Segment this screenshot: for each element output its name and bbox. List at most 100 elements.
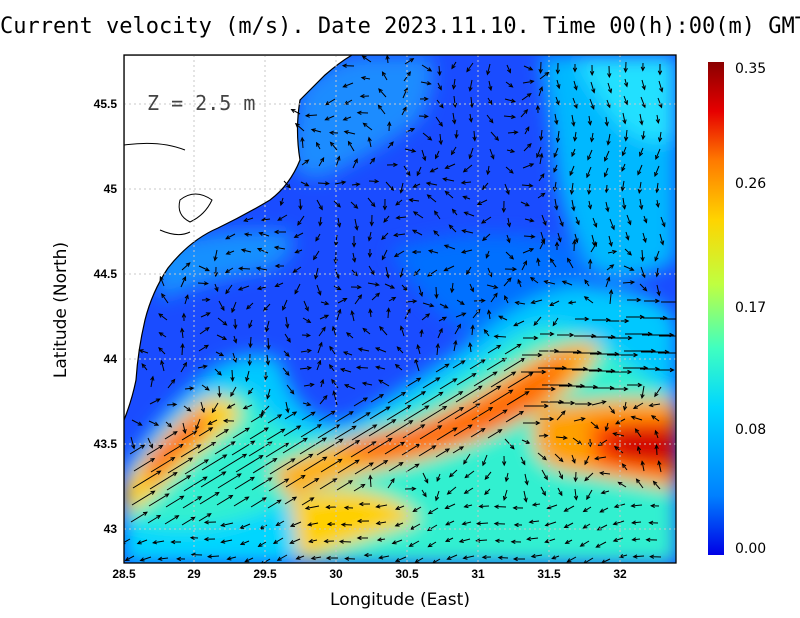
velocity-arrow <box>571 148 576 157</box>
velocity-arrow <box>621 180 625 191</box>
velocity-arrow <box>418 285 423 297</box>
velocity-arrow-head <box>446 490 452 495</box>
velocity-arrow-head <box>535 420 541 426</box>
velocity-arrow <box>384 283 395 289</box>
velocity-arrow <box>567 556 577 563</box>
velocity-arrow-head <box>243 232 249 237</box>
velocity-arrow-head <box>197 496 203 501</box>
velocity-arrow <box>379 555 390 559</box>
velocity-arrow-head <box>621 463 627 469</box>
velocity-arrow-head <box>304 306 309 312</box>
velocity-arrow-head <box>331 378 336 384</box>
velocity-arrow-head <box>362 327 368 333</box>
velocity-arrow-head <box>182 428 187 435</box>
velocity-arrow-head <box>203 459 210 464</box>
velocity-arrow <box>622 146 627 156</box>
velocity-arrow-head <box>493 504 499 509</box>
velocity-arrow <box>165 421 172 428</box>
velocity-arrow <box>504 295 509 304</box>
velocity-arrow-head <box>385 55 390 60</box>
velocity-arrow-head <box>655 118 660 124</box>
velocity-arrow <box>240 523 251 529</box>
velocity-arrow <box>309 539 318 543</box>
velocity-arrow <box>163 444 184 457</box>
velocity-arrow <box>319 478 337 490</box>
velocity-arrow <box>329 364 335 372</box>
velocity-arrow <box>299 367 311 370</box>
velocity-arrow-head <box>498 315 504 320</box>
velocity-arrow-head <box>228 494 234 500</box>
velocity-arrow <box>505 472 509 482</box>
velocity-arrow-head <box>559 221 564 227</box>
velocity-arrow-head <box>637 170 642 176</box>
velocity-arrow <box>601 558 611 563</box>
velocity-arrow <box>654 386 662 397</box>
velocity-arrow <box>568 301 577 304</box>
velocity-arrow <box>344 131 356 135</box>
velocity-arrow-head <box>174 515 180 520</box>
velocity-arrow-head <box>368 474 373 480</box>
velocity-arrow <box>198 513 212 522</box>
velocity-arrow-head <box>434 293 439 299</box>
velocity-arrow-head <box>203 281 209 286</box>
velocity-arrow-head <box>488 118 494 124</box>
velocity-arrow-head <box>569 189 575 195</box>
velocity-arrow <box>376 504 388 508</box>
velocity-arrow <box>409 540 420 547</box>
velocity-arrow-head <box>554 205 559 211</box>
velocity-arrow <box>427 524 438 531</box>
velocity-arrow <box>267 499 282 509</box>
velocity-arrow <box>462 521 472 525</box>
colorbar-tick: 0.35 <box>735 61 767 77</box>
velocity-arrow-head <box>536 153 541 159</box>
velocity-arrow <box>245 557 254 563</box>
velocity-arrow <box>140 556 152 561</box>
velocity-arrow <box>541 469 548 480</box>
velocity-arrow <box>351 424 377 441</box>
velocity-arrow <box>341 523 353 526</box>
velocity-arrow-head <box>375 365 381 370</box>
velocity-arrow <box>552 317 559 326</box>
velocity-arrow <box>354 218 358 230</box>
velocity-arrow <box>164 431 178 440</box>
velocity-arrow-head <box>608 241 613 248</box>
velocity-arrow <box>530 277 539 284</box>
velocity-arrow-head <box>427 136 433 141</box>
velocity-arrow <box>464 504 473 508</box>
velocity-arrow-head <box>261 497 267 502</box>
velocity-arrow-head <box>435 154 439 160</box>
velocity-arrow <box>335 156 340 168</box>
velocity-arrow-head <box>328 130 334 135</box>
velocity-arrow <box>524 473 528 485</box>
velocity-arrow <box>439 378 457 390</box>
velocity-arrow <box>445 520 455 526</box>
velocity-arrow <box>265 320 270 332</box>
velocity-arrow <box>344 384 356 390</box>
velocity-arrow-head <box>472 136 477 142</box>
velocity-arrow <box>410 523 421 530</box>
velocity-arrow-head <box>572 239 577 245</box>
velocity-arrow <box>248 319 253 328</box>
velocity-arrow-head <box>274 263 280 269</box>
velocity-arrow <box>471 407 493 421</box>
velocity-arrow <box>165 495 184 508</box>
velocity-arrow <box>249 427 269 440</box>
velocity-arrow-head <box>368 462 374 467</box>
velocity-arrow <box>166 475 191 491</box>
velocity-arrow-head <box>566 558 572 563</box>
velocity-arrow-head <box>502 495 508 501</box>
velocity-arrow-head <box>250 440 256 445</box>
velocity-arrow <box>387 308 390 319</box>
velocity-arrow <box>405 300 417 303</box>
velocity-arrow-head <box>501 208 507 214</box>
velocity-vectors <box>124 55 676 563</box>
velocity-arrow <box>639 198 643 210</box>
velocity-arrow <box>454 324 461 335</box>
velocity-arrow <box>132 470 161 489</box>
velocity-arrow <box>284 411 297 420</box>
velocity-arrow-head <box>600 490 606 495</box>
velocity-arrow <box>276 520 285 526</box>
velocity-arrow-head <box>533 321 539 326</box>
velocity-arrow <box>557 232 561 242</box>
velocity-arrow <box>642 232 647 243</box>
